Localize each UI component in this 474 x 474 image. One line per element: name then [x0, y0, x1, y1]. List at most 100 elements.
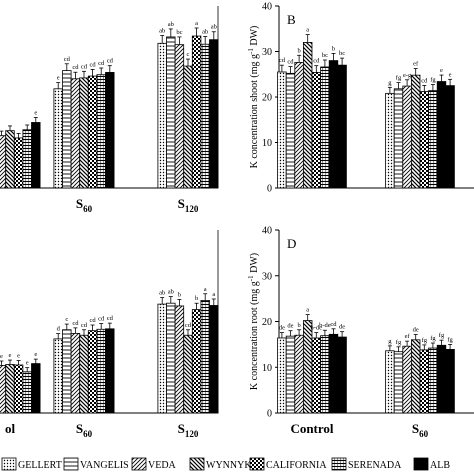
bar [410, 74, 421, 189]
significance-letter: e [0, 353, 3, 360]
bar [157, 42, 167, 189]
significance-letter: a [306, 27, 309, 34]
bar [53, 88, 63, 189]
legend-label: VANGELIS [80, 460, 129, 471]
group-label: ol [5, 421, 16, 436]
legend-swatch [189, 457, 205, 471]
y-tick-label: 30 [262, 271, 272, 282]
significance-letter: cd [72, 320, 79, 327]
bar [209, 305, 219, 414]
significance-letter: ab [168, 21, 174, 28]
bar [445, 85, 455, 189]
significance-letter: fg [422, 337, 428, 344]
significance-letter: cd [330, 321, 337, 328]
significance-letter: b-de [319, 322, 331, 329]
significance-letter: cd [90, 61, 97, 68]
bar [311, 337, 322, 414]
significance-letter: fg [447, 336, 453, 343]
significance-letter: ab [159, 290, 165, 297]
bar [183, 65, 193, 189]
bar [87, 330, 98, 414]
significance-letter: de [413, 326, 419, 333]
bar [31, 363, 41, 414]
bar [328, 60, 339, 189]
significance-letter: a [306, 307, 309, 314]
significance-letter: ef [405, 333, 411, 340]
y-tick-label: 20 [262, 93, 272, 104]
significance-letter: cd [313, 58, 320, 65]
significance-letter: ab [168, 289, 174, 296]
bar [277, 337, 287, 414]
legend-swatch [63, 457, 79, 471]
bar [31, 122, 41, 189]
significance-letter: cd [279, 57, 286, 64]
bar [13, 137, 24, 189]
significance-letter: c [187, 51, 190, 58]
bar [285, 72, 296, 189]
legend: GELLERT VANGELIS VEDA WYNNYK CALIFORNIA SEREN… [1, 457, 450, 471]
bar [436, 81, 447, 189]
significance-letter: cd [107, 58, 114, 65]
bar [70, 332, 81, 414]
significance-letter: fg [396, 75, 402, 82]
bar [209, 39, 219, 189]
bar [5, 130, 15, 189]
legend-swatch [249, 457, 265, 471]
bar [402, 345, 412, 414]
bar [200, 300, 210, 414]
significance-letter: e [17, 353, 20, 360]
legend-label: SERENADA [348, 460, 402, 471]
significance-letter: bc [339, 50, 345, 57]
bar [294, 334, 304, 414]
y-tick-label: 40 [262, 2, 272, 13]
significance-letter: cd [81, 63, 88, 70]
group-label: S60 [76, 421, 93, 439]
bar [337, 64, 347, 189]
significance-letter: a [204, 286, 207, 293]
significance-letter: e [449, 71, 452, 78]
legend-label: GELLERT [18, 460, 62, 471]
significance-letter: g [388, 79, 392, 86]
significance-letter: cd [98, 60, 105, 67]
legend-swatch [131, 457, 147, 471]
significance-letter: a [195, 20, 198, 27]
significance-letter: ab [211, 24, 217, 31]
bar [87, 75, 98, 189]
bar [402, 85, 412, 189]
significance-letter: c [65, 316, 68, 323]
bar [174, 305, 185, 414]
y-axis-title: K concentration shoot (mg g-1 DW) [247, 26, 260, 169]
bar [436, 344, 447, 414]
bar [393, 351, 404, 414]
legend-label: CALIFORNIA [266, 460, 327, 471]
group-label: S120 [178, 421, 199, 439]
y-tick-label: 10 [262, 138, 272, 149]
y-axis-title: K concentration root (mg g-1 DW) [247, 253, 260, 390]
significance-letter: ab [159, 28, 165, 35]
significance-letter: fg [396, 339, 402, 346]
significance-letter: b [332, 45, 335, 52]
significance-letter: b [195, 295, 198, 302]
significance-letter: bc [322, 52, 328, 59]
legend-label: WYNNYK [206, 460, 252, 471]
significance-letter: de [287, 323, 293, 330]
significance-letter: e [26, 360, 29, 367]
bar [62, 329, 72, 414]
significance-letter: cd [98, 316, 105, 323]
bar [183, 334, 193, 414]
bar [419, 91, 430, 189]
bar [22, 129, 32, 189]
group-label: S60 [412, 421, 429, 439]
legend-swatch [1, 457, 17, 471]
significance-letter: fg [439, 332, 445, 339]
y-tick-label: 30 [262, 47, 272, 58]
bar [320, 66, 330, 189]
significance-letter: bc [176, 29, 182, 36]
bar [428, 347, 438, 414]
panel-b-shoot: 0 10 20 30 40 K concentration shoot (mg g-1 D… [247, 2, 474, 195]
significance-letter: fg [430, 335, 436, 342]
bar [328, 333, 339, 414]
bar [105, 72, 115, 189]
significance-letter: e [57, 75, 60, 82]
